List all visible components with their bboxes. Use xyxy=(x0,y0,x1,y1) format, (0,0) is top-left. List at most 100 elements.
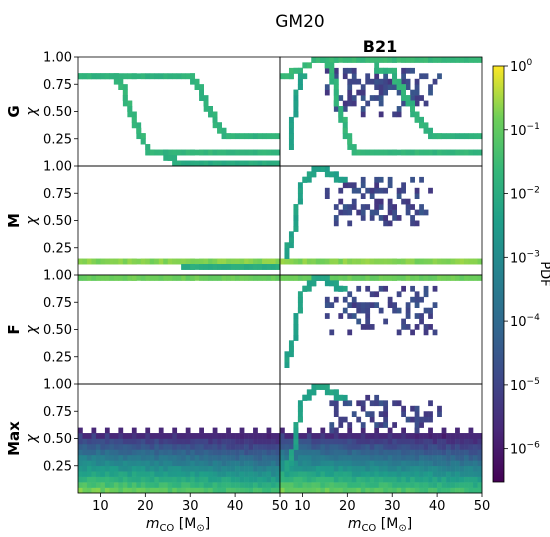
heatmap-cell xyxy=(369,291,375,298)
heatmap-cell xyxy=(338,422,344,428)
heatmap-cell xyxy=(410,460,415,467)
heatmap-cell xyxy=(396,307,402,314)
x-tick-label: 30 xyxy=(182,499,199,514)
heatmap-cell xyxy=(297,476,303,483)
heatmap-cell xyxy=(347,275,353,281)
heatmap-cell xyxy=(158,465,164,472)
heatmap-cell xyxy=(280,73,285,80)
heatmap-cell xyxy=(428,438,433,445)
heatmap-cell xyxy=(374,422,380,428)
heatmap-cell xyxy=(86,476,92,483)
heatmap-cell xyxy=(401,89,406,96)
heatmap-cell xyxy=(387,487,393,494)
heatmap-cell xyxy=(302,285,308,292)
heatmap-cell xyxy=(311,482,317,488)
heatmap-cell xyxy=(154,275,160,281)
heatmap-cell xyxy=(226,149,231,156)
heatmap-cell xyxy=(356,471,362,477)
heatmap-cell xyxy=(378,449,384,456)
heatmap-cell xyxy=(459,460,465,467)
heatmap-cell xyxy=(423,285,429,292)
heatmap-cell xyxy=(365,449,371,456)
heatmap-cell xyxy=(351,460,357,467)
heatmap-cell xyxy=(360,149,366,156)
heatmap-cell xyxy=(297,454,303,461)
heatmap-cell xyxy=(167,438,173,445)
heatmap-cell xyxy=(396,89,402,96)
heatmap-cell xyxy=(302,394,308,401)
heatmap-cell xyxy=(392,73,398,80)
heatmap-cell xyxy=(199,487,204,494)
heatmap-cell xyxy=(374,449,380,456)
heatmap-cell xyxy=(414,89,420,96)
heatmap-cell xyxy=(374,400,380,407)
y-axis-label: χ xyxy=(24,325,40,335)
heatmap-cell xyxy=(95,482,101,488)
heatmap-cell xyxy=(410,149,415,156)
heatmap-cell xyxy=(244,460,249,467)
row-label-g: G xyxy=(5,105,23,117)
heatmap-cell xyxy=(369,95,375,101)
heatmap-cell xyxy=(86,465,92,472)
heatmap-cell xyxy=(315,166,321,172)
heatmap-cell xyxy=(369,193,375,199)
heatmap-cell xyxy=(369,449,375,456)
heatmap-cell xyxy=(199,471,204,477)
heatmap-cell xyxy=(315,384,321,390)
heatmap-cell xyxy=(360,482,366,488)
heatmap-cell xyxy=(280,465,285,472)
heatmap-cell xyxy=(383,422,389,428)
heatmap-cell xyxy=(459,487,465,494)
heatmap-cell xyxy=(113,449,119,456)
heatmap-cell xyxy=(333,285,339,292)
heatmap-cell xyxy=(356,476,362,483)
heatmap-cell xyxy=(190,487,196,494)
heatmap-cell xyxy=(288,231,294,238)
heatmap-cell xyxy=(131,449,137,456)
heatmap-cell xyxy=(329,78,335,85)
heatmap-cell xyxy=(266,433,272,439)
heatmap-cell xyxy=(217,482,222,488)
heatmap-cell xyxy=(419,454,424,461)
heatmap-cell xyxy=(239,133,245,140)
heatmap-cell xyxy=(221,149,227,156)
heatmap-cell xyxy=(288,116,294,123)
heatmap-cell xyxy=(118,433,124,439)
heatmap-cell xyxy=(333,389,339,396)
heatmap-cell xyxy=(176,460,182,467)
heatmap-cell xyxy=(464,258,469,265)
heatmap-cell xyxy=(333,433,339,439)
heatmap-cell xyxy=(194,443,200,450)
heatmap-cell xyxy=(369,454,375,461)
heatmap-cell xyxy=(459,433,465,439)
heatmap-cell xyxy=(297,291,303,298)
heatmap-cell xyxy=(369,215,375,221)
heatmap-cell xyxy=(140,476,146,483)
heatmap-cell xyxy=(311,166,317,172)
heatmap-cell xyxy=(297,198,303,205)
heatmap-cell xyxy=(423,73,429,80)
heatmap-cell xyxy=(329,389,335,396)
heatmap-cell xyxy=(226,471,231,477)
heatmap-cell xyxy=(302,258,308,265)
heatmap-cell xyxy=(329,73,335,80)
heatmap-cell xyxy=(369,487,375,494)
heatmap-cell xyxy=(172,160,178,167)
heatmap-cell xyxy=(387,182,393,189)
heatmap-cell xyxy=(333,487,339,494)
heatmap-cell xyxy=(369,416,375,423)
heatmap-cell xyxy=(414,193,420,199)
heatmap-cell xyxy=(324,84,330,90)
heatmap-cell xyxy=(293,106,299,112)
heatmap-cell xyxy=(428,89,433,96)
heatmap-cell xyxy=(199,95,204,101)
heatmap-cell xyxy=(167,258,173,265)
heatmap-cell xyxy=(414,111,420,118)
heatmap-cell xyxy=(262,433,267,439)
heatmap-cell xyxy=(338,95,344,101)
heatmap-cell xyxy=(423,127,429,134)
heatmap-cell xyxy=(365,460,371,467)
heatmap-cell xyxy=(288,127,294,134)
xlabel-sub: CO xyxy=(159,523,174,534)
heatmap-cell xyxy=(176,465,182,472)
